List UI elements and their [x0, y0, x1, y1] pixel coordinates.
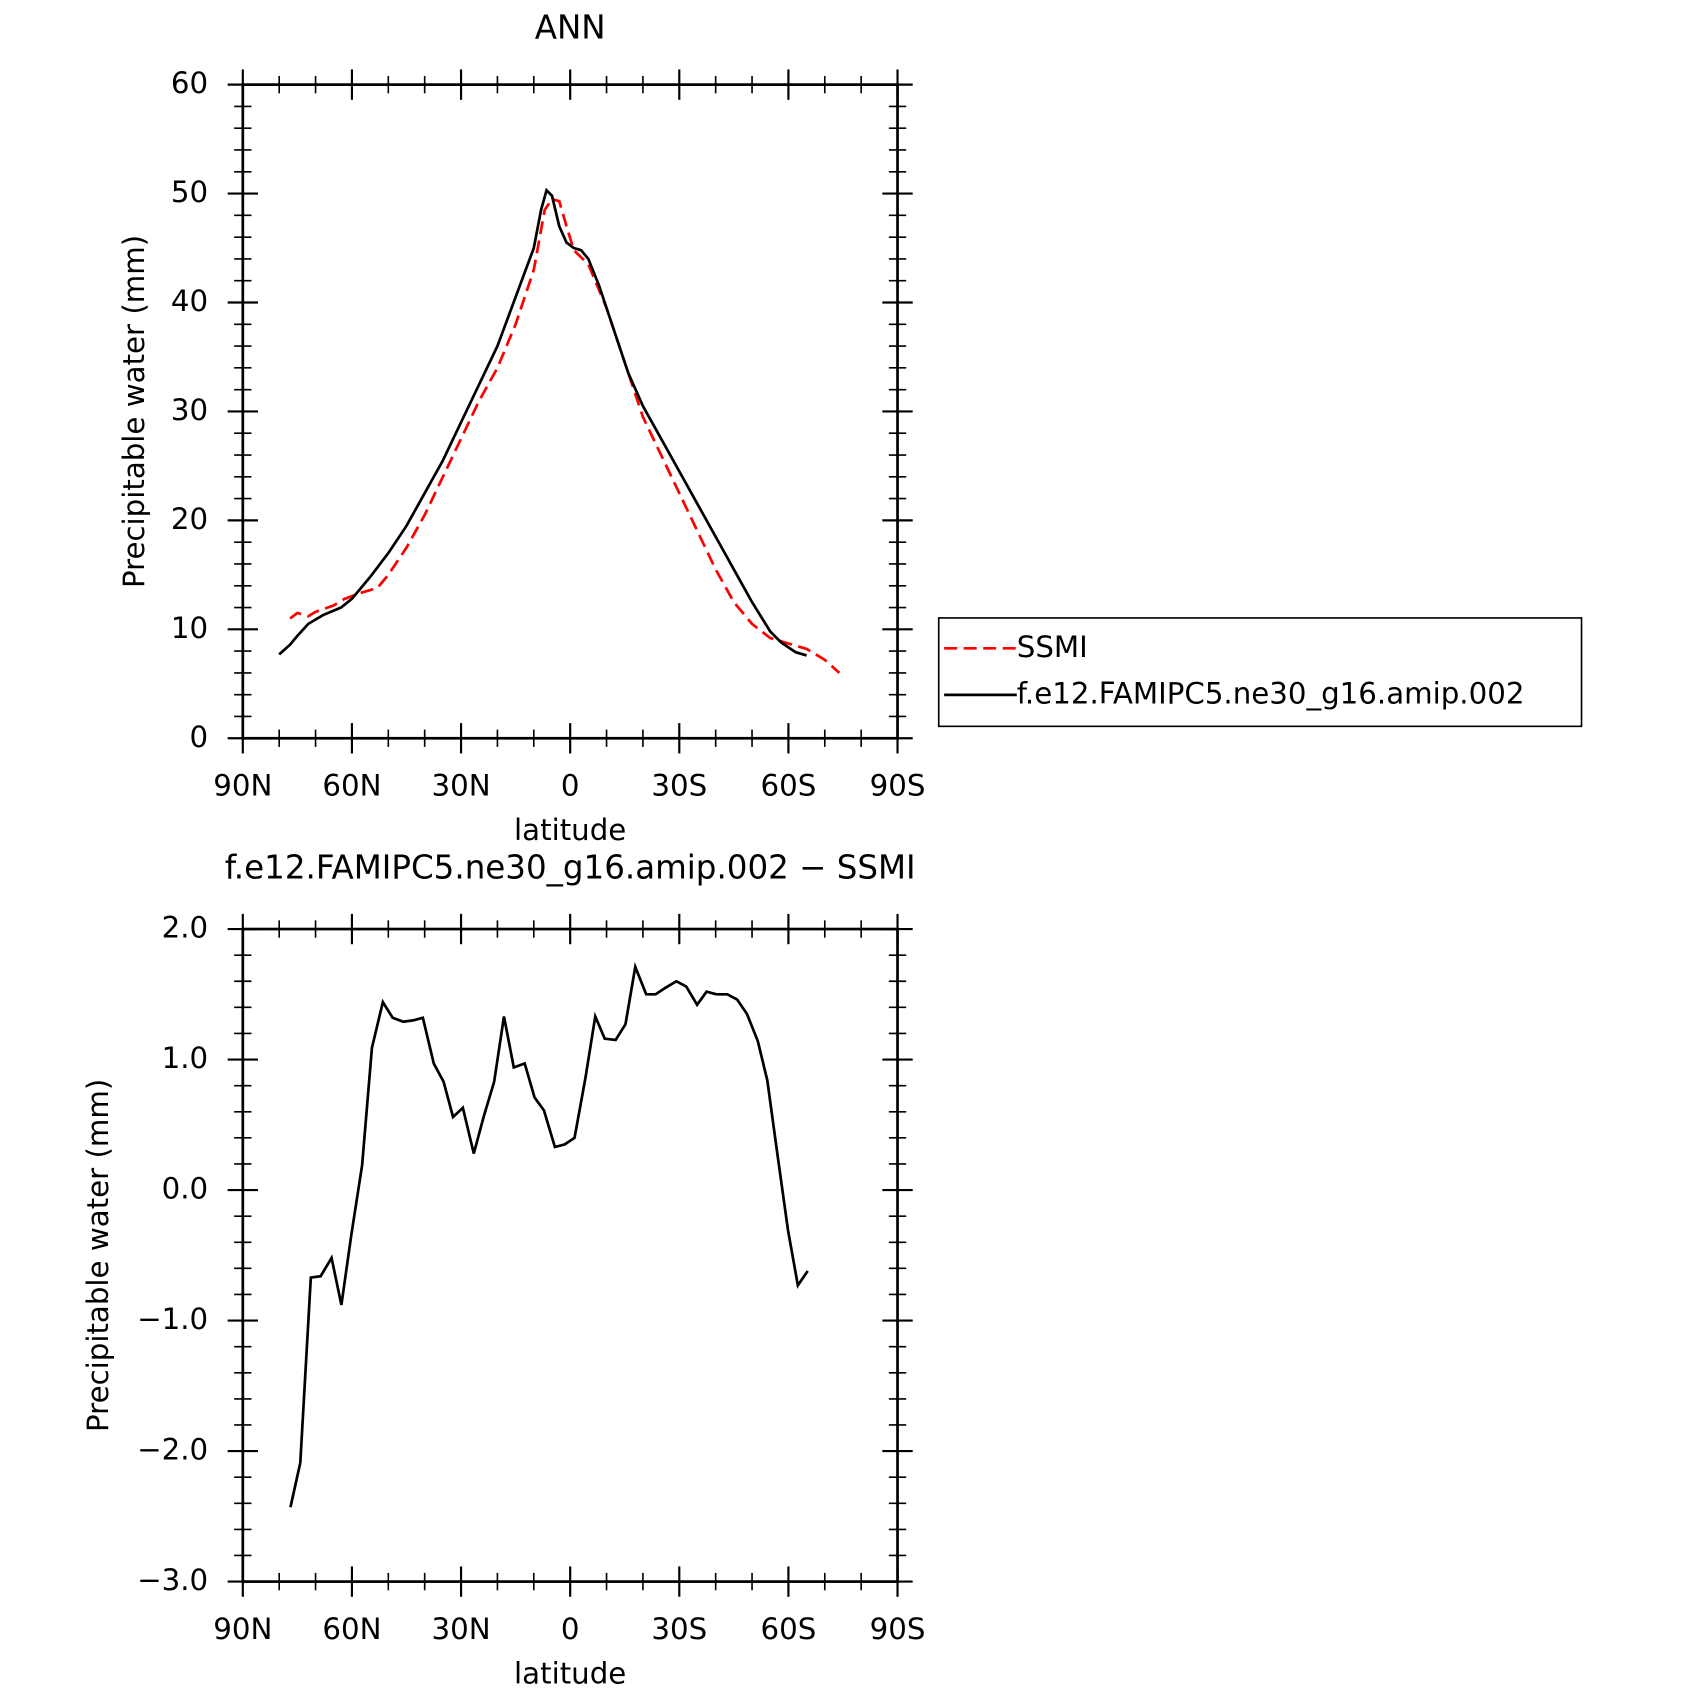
legend-box [937, 617, 1583, 728]
plot-frame [241, 927, 899, 1583]
data-line [278, 187, 807, 657]
x-tick-label: 60S [761, 769, 817, 803]
x-tick-label: 90N [213, 769, 272, 803]
x-axis-label: latitude [514, 1656, 626, 1690]
chart-title: f.e12.FAMIPC5.ne30_g16.amip.002 − SSMI [225, 848, 916, 886]
x-tick-label: 0 [561, 1612, 580, 1646]
plot-frame [241, 83, 899, 740]
data-line [289, 961, 809, 1508]
x-tick-label: 30S [651, 769, 707, 803]
y-tick-label: 0.0 [162, 1172, 209, 1206]
x-axis-label: latitude [514, 813, 626, 847]
y-axis-label: Precipitable water (mm) [81, 1079, 115, 1432]
y-tick-label: 60 [171, 66, 208, 100]
y-tick-label: −3.0 [137, 1563, 208, 1597]
x-tick-label: 30S [651, 1612, 707, 1646]
x-tick-label: 90S [870, 1612, 926, 1646]
y-tick-label: 40 [171, 284, 208, 318]
y-tick-label: 1.0 [162, 1041, 209, 1075]
y-tick-label: 10 [171, 611, 208, 645]
y-tick-label: 20 [171, 502, 208, 536]
x-tick-label: 0 [561, 769, 580, 803]
data-line [289, 197, 841, 674]
y-tick-label: −2.0 [137, 1433, 208, 1467]
x-tick-label: 60N [322, 769, 381, 803]
legend-label: f.e12.FAMIPC5.ne30_g16.amip.002 [1017, 676, 1525, 710]
legend-label: SSMI [1017, 630, 1088, 664]
x-tick-label: 90N [213, 1612, 272, 1646]
y-tick-label: 2.0 [162, 911, 209, 945]
x-tick-label: 30N [431, 1612, 490, 1646]
y-tick-label: 0 [189, 720, 208, 754]
y-tick-label: 30 [171, 393, 208, 427]
y-axis-label: Precipitable water (mm) [117, 235, 151, 588]
x-tick-label: 60N [322, 1612, 381, 1646]
x-tick-label: 90S [870, 769, 926, 803]
x-tick-label: 60S [761, 1612, 817, 1646]
y-tick-label: 50 [171, 175, 208, 209]
chart-title: ANN [535, 8, 606, 46]
y-tick-label: −1.0 [137, 1302, 208, 1336]
x-tick-label: 30N [431, 769, 490, 803]
